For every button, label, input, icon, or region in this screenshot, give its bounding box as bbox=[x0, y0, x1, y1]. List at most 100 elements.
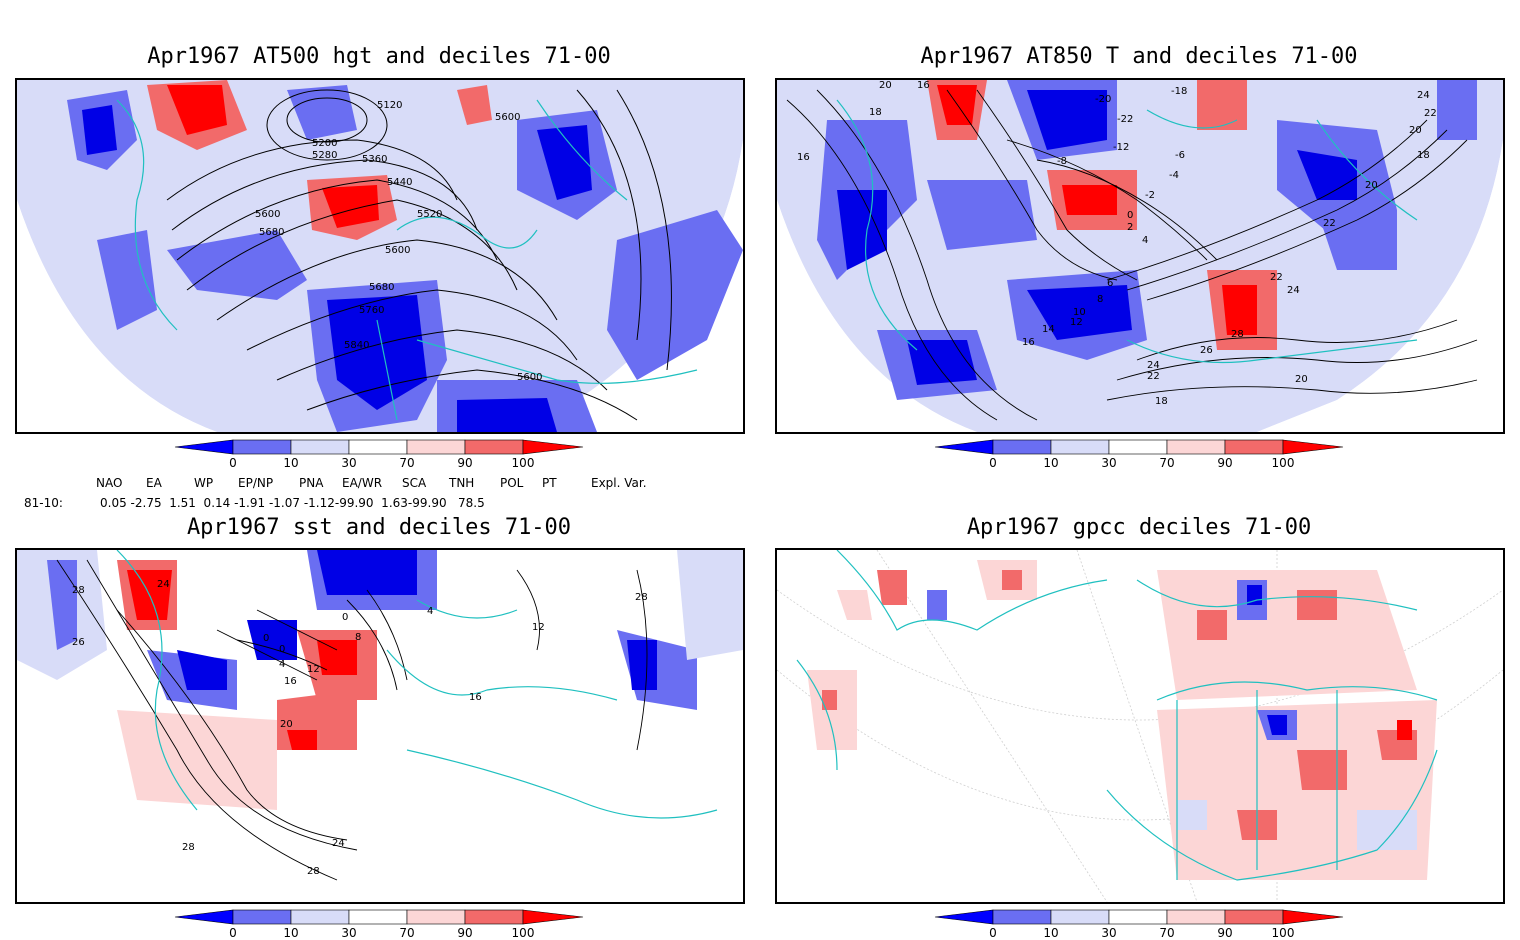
contour-label: 16 bbox=[797, 152, 810, 163]
contour-label: 4 bbox=[279, 659, 285, 670]
colorbar-tick: 90 bbox=[457, 926, 472, 940]
colorbar-tick: 100 bbox=[512, 926, 535, 940]
contour-label: 28 bbox=[72, 585, 85, 596]
contour-label: 18 bbox=[869, 107, 882, 118]
contour-label: -20 bbox=[1095, 94, 1111, 105]
contour-label: 24 bbox=[1417, 90, 1430, 101]
index-header-pol: POL bbox=[500, 476, 524, 490]
contour-label: 0 bbox=[263, 633, 269, 644]
contour-label: 2 bbox=[1127, 222, 1133, 233]
contour-label: 28 bbox=[635, 592, 648, 603]
colorbar-tick: 0 bbox=[229, 456, 237, 470]
contour-label: 22 bbox=[1147, 371, 1160, 382]
contour-label: 20 bbox=[1409, 125, 1422, 136]
contour-label: 12 bbox=[1070, 317, 1083, 328]
contour-label: 26 bbox=[72, 637, 85, 648]
colorbar-gpcc: 0 10 30 70 90 100 bbox=[934, 909, 1345, 940]
contour-label: 24 bbox=[157, 579, 170, 590]
colorbar-tick: 90 bbox=[1217, 456, 1232, 470]
map-panel-t850: 20 18 16 16 -20 -18 -22 -12 -8 -6 -4 -2 … bbox=[775, 78, 1505, 434]
index-header-pt: PT bbox=[542, 476, 557, 490]
index-header-ea: EA bbox=[146, 476, 162, 490]
index-header-tnh: TNH bbox=[449, 476, 475, 490]
contour-label: 16 bbox=[917, 80, 930, 91]
colorbar-tick: 70 bbox=[1159, 456, 1174, 470]
contour-label: 5520 bbox=[417, 209, 442, 220]
colorbar-t850: 0 10 30 70 90 100 bbox=[934, 439, 1345, 470]
contour-label: 12 bbox=[307, 664, 320, 675]
contour-label: 24 bbox=[1147, 360, 1160, 371]
contour-label: 10 bbox=[1073, 307, 1086, 318]
colorbar-tick: 0 bbox=[229, 926, 237, 940]
index-row-label: 81-10: bbox=[24, 496, 63, 510]
contour-label: 5600 bbox=[495, 112, 520, 123]
index-header-pna: PNA bbox=[299, 476, 324, 490]
colorbar-tick: 30 bbox=[1101, 926, 1116, 940]
colorbar-tick: 0 bbox=[989, 456, 997, 470]
index-header-epnp: EP/NP bbox=[238, 476, 274, 490]
index-values: 0.05 -2.75 1.51 0.14 -1.91 -1.07 -1.12-9… bbox=[100, 496, 485, 510]
contour-label: 5680 bbox=[259, 227, 284, 238]
colorbar-tick: 10 bbox=[283, 456, 298, 470]
contour-label: 8 bbox=[1097, 294, 1103, 305]
contour-label: -12 bbox=[1113, 142, 1129, 153]
colorbar-svg: 0 10 30 70 90 100 bbox=[174, 909, 584, 940]
contour-label: 18 bbox=[1417, 150, 1430, 161]
contour-label: 0 bbox=[342, 612, 348, 623]
colorbar-tick: 70 bbox=[1159, 926, 1174, 940]
panel-title-t850: Apr1967 AT850 T and deciles 71-00 bbox=[920, 44, 1358, 69]
contour-label: 24 bbox=[332, 838, 345, 849]
colorbar-tick: 30 bbox=[1101, 456, 1116, 470]
colorbar-tick: 10 bbox=[1043, 456, 1058, 470]
contour-label: 5760 bbox=[359, 305, 384, 316]
contour-label: 5680 bbox=[369, 282, 394, 293]
contour-label: 20 bbox=[1295, 374, 1308, 385]
contour-label: 0 bbox=[279, 644, 285, 655]
contour-label: -2 bbox=[1145, 190, 1155, 201]
contour-label: 4 bbox=[1142, 235, 1148, 246]
contour-label: -4 bbox=[1169, 170, 1179, 181]
colorbar-tick: 100 bbox=[512, 456, 535, 470]
index-header-nao: NAO bbox=[96, 476, 123, 490]
contour-label: 6 bbox=[1107, 278, 1113, 289]
colorbar-tick: 30 bbox=[341, 926, 356, 940]
index-header-sca: SCA bbox=[402, 476, 427, 490]
colorbar-svg: 0 10 30 70 90 100 bbox=[934, 909, 1344, 940]
contour-label: 5360 bbox=[362, 154, 387, 165]
colorbar-tick: 70 bbox=[399, 926, 414, 940]
contour-label: 20 bbox=[879, 80, 892, 91]
colorbar-tick: 100 bbox=[1272, 456, 1295, 470]
colorbar-tick: 10 bbox=[1043, 926, 1058, 940]
contour-label: 5120 bbox=[377, 100, 402, 111]
colorbar-tick: 100 bbox=[1272, 926, 1295, 940]
contour-label: 26 bbox=[1200, 345, 1213, 356]
contour-label: 22 bbox=[1323, 218, 1336, 229]
contour-label: 18 bbox=[1155, 396, 1168, 407]
contour-label: 28 bbox=[182, 842, 195, 853]
contour-label: 5200 bbox=[312, 138, 337, 149]
contour-label: 20 bbox=[280, 719, 293, 730]
contour-label: 12 bbox=[532, 622, 545, 633]
contour-label: -22 bbox=[1117, 114, 1133, 125]
contour-label: -8 bbox=[1057, 156, 1067, 167]
map-panel-sst: 28 26 24 0 0 4 8 12 16 20 0 4 12 16 28 2… bbox=[15, 548, 745, 904]
panel-title-gpcc: Apr1967 gpcc deciles 71-00 bbox=[966, 515, 1312, 540]
contour-label: 5600 bbox=[385, 245, 410, 256]
colorbar-z500: 0 10 30 70 90 100 bbox=[174, 439, 585, 470]
colorbar-svg: 0 10 30 70 90 100 bbox=[174, 439, 584, 470]
map-panel-gpcc bbox=[775, 548, 1505, 904]
index-header-wp: WP bbox=[194, 476, 214, 490]
contour-label: 28 bbox=[1231, 329, 1244, 340]
contour-label: 14 bbox=[1042, 324, 1055, 335]
contour-label: 28 bbox=[307, 866, 320, 877]
panel-title-z500: Apr1967 AT500 hgt and deciles 71-00 bbox=[147, 44, 611, 69]
contour-label: 5440 bbox=[387, 177, 412, 188]
colorbar-svg: 0 10 30 70 90 100 bbox=[934, 439, 1344, 470]
contour-label: 16 bbox=[284, 676, 297, 687]
map-panel-z500: 5120 5200 5280 5360 5440 5520 5600 5600 … bbox=[15, 78, 745, 434]
contour-label: -18 bbox=[1171, 86, 1187, 97]
index-header-explvar: Expl. Var. bbox=[591, 476, 647, 490]
contour-label: 8 bbox=[355, 632, 361, 643]
contour-label: 24 bbox=[1287, 285, 1300, 296]
contour-label: 5600 bbox=[255, 209, 280, 220]
